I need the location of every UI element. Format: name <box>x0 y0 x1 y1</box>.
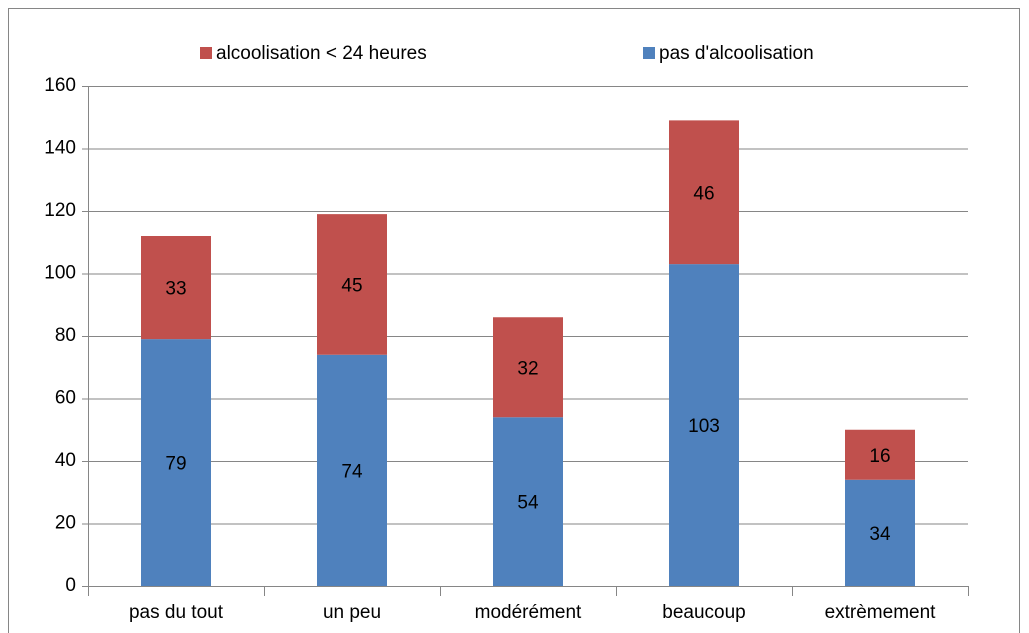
x-tick-label: un peu <box>323 602 381 623</box>
legend-swatch <box>643 47 655 59</box>
legend-label: pas d'alcoolisation <box>659 43 814 64</box>
x-tick-label: modérément <box>475 602 582 623</box>
bar-segment <box>141 339 211 586</box>
y-tick-label: 160 <box>44 75 76 96</box>
bar-segment <box>845 429 915 480</box>
y-tick-label: 140 <box>44 138 76 159</box>
data-label: 79 <box>165 454 186 475</box>
data-label: 34 <box>869 524 891 545</box>
bar-segment <box>141 236 211 340</box>
y-tick-label: 20 <box>55 513 76 534</box>
data-label: 46 <box>693 183 714 204</box>
y-tick-label: 80 <box>55 325 76 346</box>
legend-label: alcoolisation < 24 heures <box>216 43 427 64</box>
y-tick-label: 40 <box>55 450 76 471</box>
bar-segment <box>845 479 915 586</box>
y-tick-label: 120 <box>44 200 76 221</box>
bar-segment <box>493 417 563 586</box>
legend-swatch <box>200 47 212 59</box>
bar-segment <box>669 120 739 265</box>
data-label: 32 <box>517 358 538 379</box>
bar-segment <box>493 317 563 418</box>
x-tick-label: pas du tout <box>129 602 224 623</box>
y-tick-label: 60 <box>55 388 76 409</box>
bar-segment <box>669 264 739 586</box>
x-tick-label: beaucoup <box>662 602 745 623</box>
data-label: 33 <box>165 279 186 300</box>
data-label: 74 <box>341 461 363 482</box>
bar-segment <box>317 354 387 586</box>
data-label: 16 <box>869 446 890 467</box>
x-tick-label: extrèmement <box>825 602 937 623</box>
y-tick-label: 100 <box>44 263 76 284</box>
data-label: 54 <box>517 493 539 514</box>
y-tick-label: 0 <box>65 575 76 596</box>
bar-segment <box>317 214 387 355</box>
data-label: 45 <box>341 275 362 296</box>
data-label: 103 <box>688 416 720 437</box>
